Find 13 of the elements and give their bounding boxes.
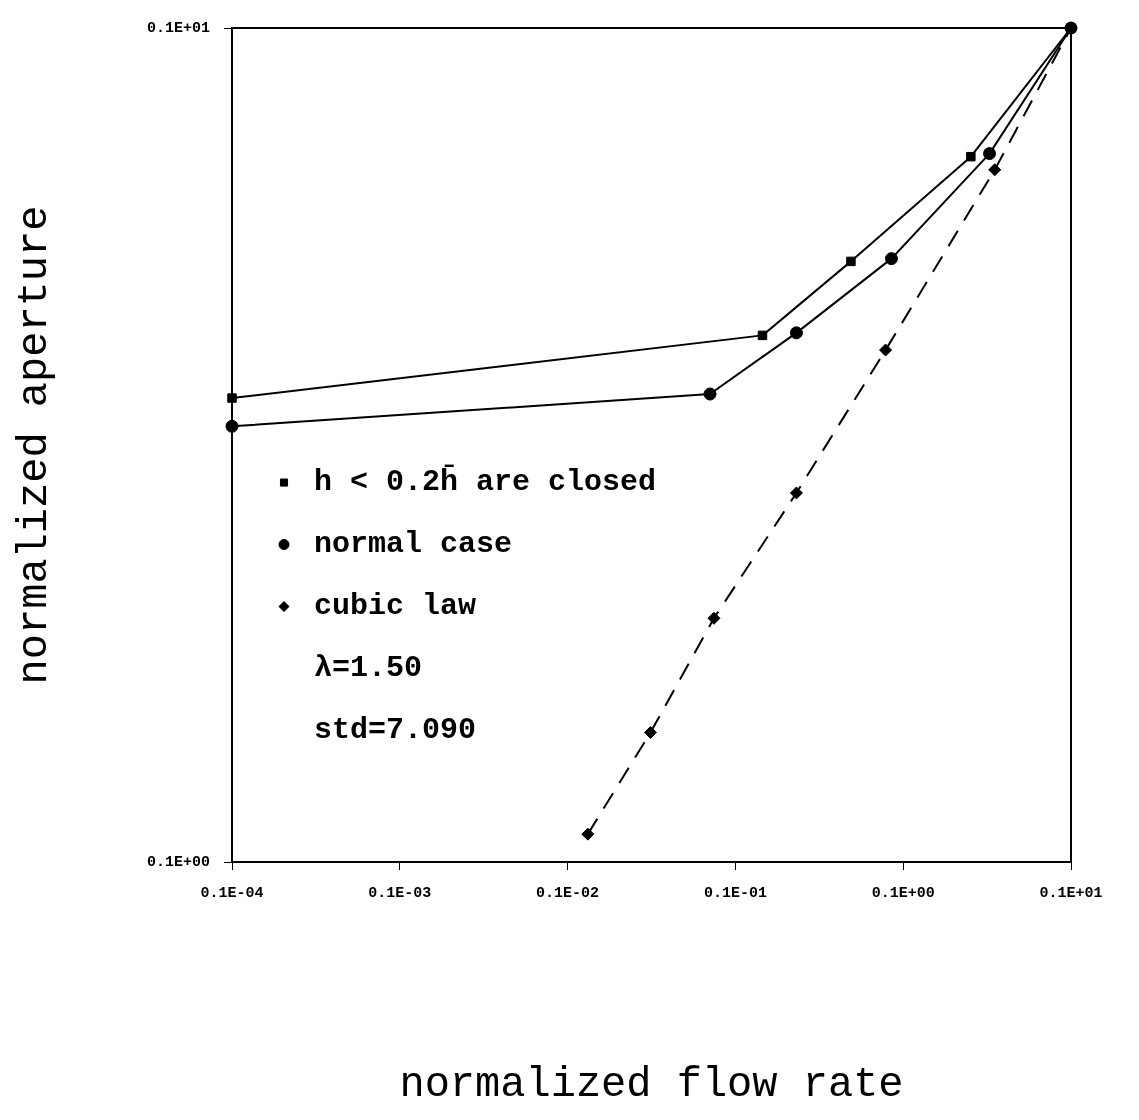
x-tick-label: 0.1E+00 <box>871 884 935 902</box>
x-tick-label: 0.1E-02 <box>536 884 600 902</box>
legend-label: normal case <box>314 527 513 562</box>
x-tick-label: 0.1E-04 <box>200 884 264 902</box>
x-axis-title: normalized flow rate <box>399 1060 904 1109</box>
x-tick-label: 0.1E+01 <box>1039 884 1103 902</box>
legend-label: cubic law <box>314 589 477 624</box>
y-axis-title: normalized aperture <box>11 205 60 685</box>
legend-label: h < 0.2h̄ are closed <box>314 464 657 500</box>
x-tick-label: 0.1E-03 <box>368 884 432 902</box>
annotation: λ=1.50 <box>314 651 423 686</box>
annotation: std=7.090 <box>314 713 477 748</box>
x-tick-label: 0.1E-01 <box>703 884 767 902</box>
